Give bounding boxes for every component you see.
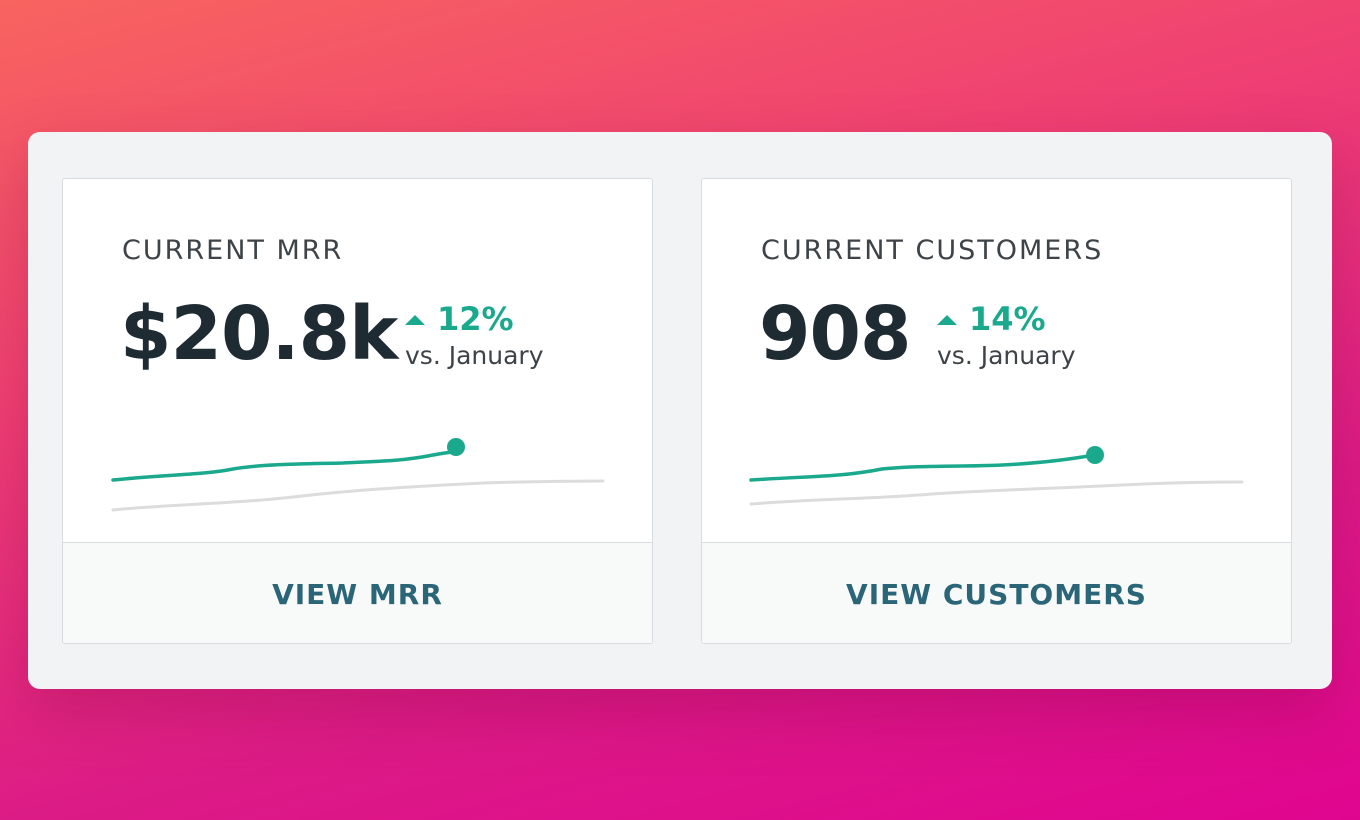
customers-delta-value: 14% bbox=[969, 300, 1046, 338]
mrr-title: CURRENT MRR bbox=[122, 235, 344, 266]
dashboard-panel: CURRENT MRR $20.8k 12% vs. January VIEW … bbox=[28, 132, 1332, 689]
customers-card-body: CURRENT CUSTOMERS 908 14% vs. January bbox=[702, 179, 1291, 542]
customers-delta-caption: vs. January bbox=[937, 341, 1076, 370]
mrr-delta-caption: vs. January bbox=[405, 341, 544, 370]
mrr-delta: 12% vs. January bbox=[405, 303, 544, 370]
customers-value: 908 bbox=[759, 291, 911, 377]
customers-baseline-line bbox=[749, 480, 1244, 506]
mrr-sparkline bbox=[111, 438, 605, 512]
customers-card: CURRENT CUSTOMERS 908 14% vs. January VI… bbox=[701, 178, 1292, 644]
triangle-up-icon bbox=[405, 315, 425, 325]
mrr-delta-value: 12% bbox=[437, 300, 514, 338]
view-customers-button[interactable]: VIEW CUSTOMERS bbox=[702, 542, 1291, 643]
view-mrr-label: VIEW MRR bbox=[272, 577, 443, 611]
customers-title: CURRENT CUSTOMERS bbox=[761, 235, 1104, 266]
mrr-trend-line bbox=[111, 446, 464, 482]
customers-delta: 14% vs. January bbox=[937, 303, 1076, 370]
mrr-card-body: CURRENT MRR $20.8k 12% vs. January bbox=[63, 179, 652, 542]
view-customers-label: VIEW CUSTOMERS bbox=[846, 577, 1147, 611]
customers-trend-endpoint bbox=[1086, 446, 1104, 464]
triangle-up-icon bbox=[937, 315, 957, 325]
customers-trend-line bbox=[749, 453, 1096, 482]
mrr-trend-endpoint bbox=[447, 438, 465, 456]
mrr-card: CURRENT MRR $20.8k 12% vs. January VIEW … bbox=[62, 178, 653, 644]
mrr-baseline-line bbox=[111, 479, 605, 512]
customers-sparkline bbox=[749, 446, 1244, 506]
view-mrr-button[interactable]: VIEW MRR bbox=[63, 542, 652, 643]
mrr-value: $20.8k bbox=[120, 291, 398, 377]
